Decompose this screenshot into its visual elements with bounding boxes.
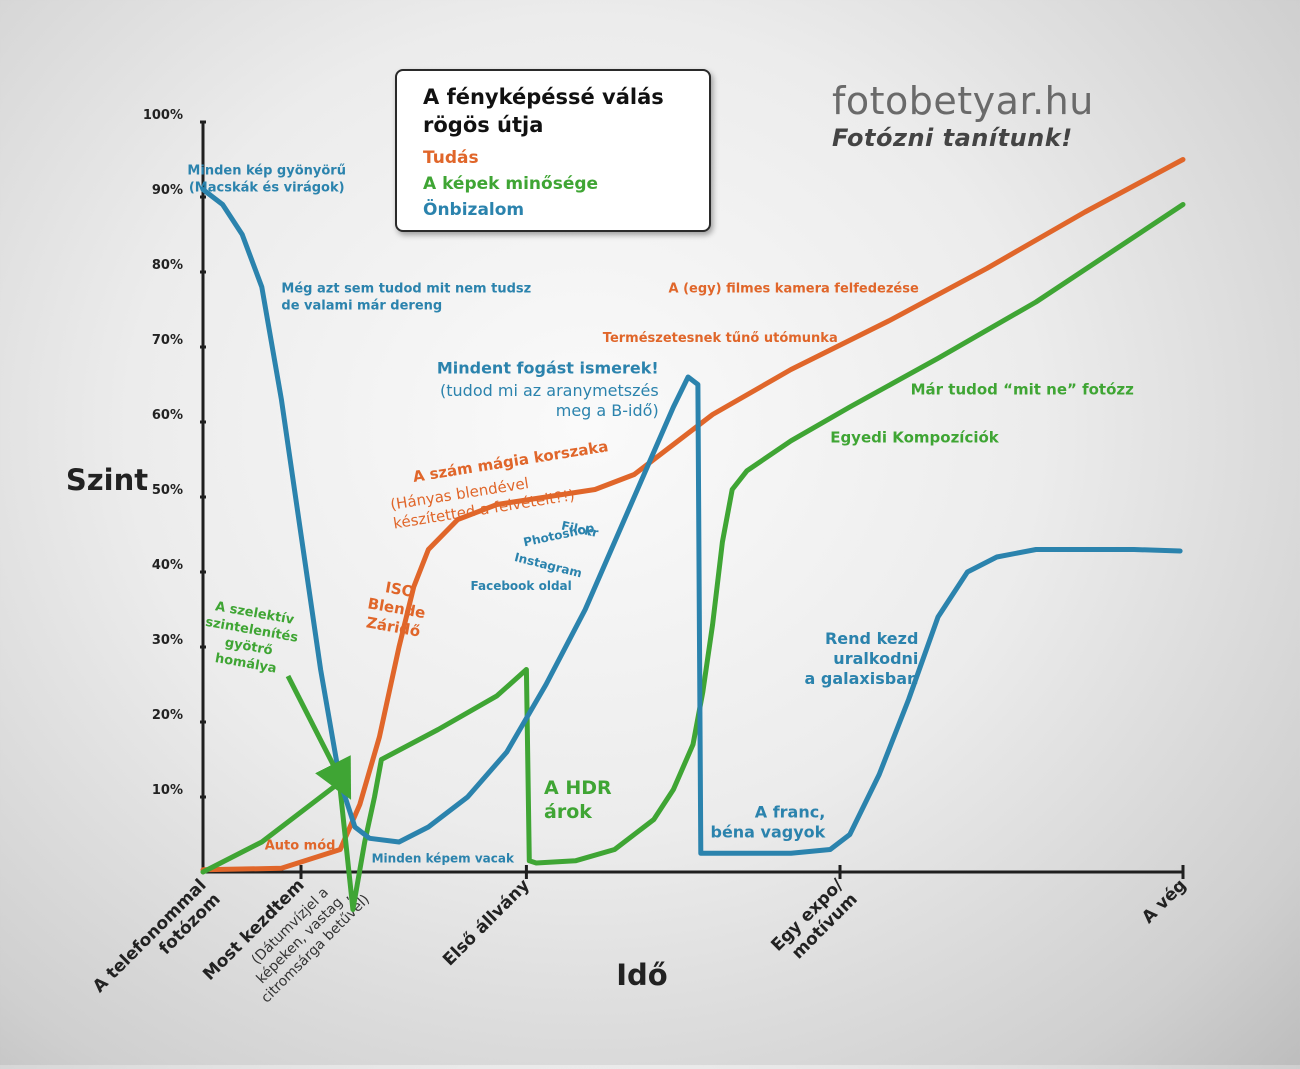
svg-text:Még azt sem tudod mit nem tuds: Még azt sem tudod mit nem tudsz de valami…: [281, 281, 531, 313]
y-tick-label: 50%: [152, 483, 183, 498]
annotation: Mindent fogást ismerek!: [437, 358, 659, 377]
y-tick-label: 80%: [152, 258, 183, 273]
svg-text:Minden kép gyönyörű(Macskák és: Minden kép gyönyörű (Macskák és virágok): [187, 164, 346, 196]
annotation: Photoshop: [522, 521, 596, 550]
annotation: Minden képem vacak: [372, 851, 515, 865]
legend-title: A fényképéssé válás rögös útja: [423, 85, 664, 137]
svg-text:Természetesnek tűnő utómunka: Természetesnek tűnő utómunka: [603, 331, 838, 346]
svg-text:Facebook oldal: Facebook oldal: [471, 579, 572, 593]
annotation: Rend kezd uralkodni a galaxisban: [805, 629, 919, 688]
svg-text:Auto mód: Auto mód: [265, 839, 336, 854]
y-tick-label: 30%: [152, 633, 183, 648]
legend-item: Tudás: [423, 148, 479, 168]
svg-text:Mindent fogást ismerek!: Mindent fogást ismerek!: [437, 358, 659, 377]
x-tick-label: Első állvány: [439, 875, 534, 970]
annotation: Facebook oldal: [471, 579, 572, 593]
svg-text:Már tudod “mit ne” fotózz: Már tudod “mit ne” fotózz: [911, 380, 1135, 398]
annotation: Még azt sem tudod mit nem tudsz de valami…: [281, 281, 531, 313]
x-tick-label: A telefonommalfotózom: [89, 875, 225, 1011]
svg-text:Egyedi Kompozíciók: Egyedi Kompozíciók: [830, 428, 1000, 446]
x-axis-label: Idő: [616, 958, 667, 992]
svg-text:Minden képem vacak: Minden képem vacak: [372, 851, 515, 865]
svg-text:A franc,béna vagyok: A franc, béna vagyok: [710, 802, 825, 841]
series-line-2: [200, 202, 1186, 912]
annotation: A franc, béna vagyok: [710, 802, 825, 841]
y-tick-label: 60%: [152, 408, 183, 423]
brand-slogan: Fotózni tanítunk!: [832, 124, 1073, 152]
annotation: Auto mód: [265, 839, 336, 854]
y-tick-label: 90%: [152, 183, 183, 198]
legend-item: A képek minősége: [423, 174, 599, 194]
series-line-1: [200, 157, 1186, 873]
legend-items: Tudás A képek minősége Önbizalom: [423, 145, 695, 223]
x-tick-label: Most kezdtem(Dátumvízjel aképeken, vasta…: [199, 875, 373, 1006]
brand: fotobetyar.hu Fotózni tanítunk!: [832, 79, 1094, 153]
annotation-arrow: [285, 674, 352, 800]
axes: [201, 122, 1183, 874]
annotations: Minden kép gyönyörű (Macskák és virágok) M…: [187, 164, 1134, 866]
legend: A fényképéssé válás rögös útja Tudás A ké…: [395, 69, 711, 232]
x-tick-label: A vég: [1138, 875, 1190, 927]
annotation: Instagram: [513, 550, 583, 580]
svg-text:A szelektívszintelenítésgyötrő: A szelektívszintelenítésgyötrőhomálya: [198, 598, 302, 679]
brand-site: fotobetyar.hu: [832, 79, 1094, 123]
svg-text:Első állvány: Első állvány: [439, 875, 534, 970]
annotation: A HDR árok: [544, 777, 612, 823]
svg-text:Photoshop: Photoshop: [522, 521, 596, 550]
y-tick-label: 70%: [152, 333, 183, 348]
svg-text:A (egy) filmes kamera felfedez: A (egy) filmes kamera felfedezése: [669, 281, 919, 296]
y-tick-label: 10%: [152, 783, 183, 798]
svg-text:A telefonommalfotózom: A telefonommalfotózom: [89, 875, 225, 1011]
svg-text:Egy expo/motívum: Egy expo/motívum: [767, 875, 862, 970]
series-line-3: [200, 187, 1183, 856]
annotation: Természetesnek tűnő utómunka: [603, 331, 838, 346]
legend-item: Önbizalom: [423, 200, 525, 220]
svg-text:A vég: A vég: [1138, 875, 1190, 927]
annotation: Minden kép gyönyörű (Macskák és virágok): [187, 164, 346, 196]
y-tick-label: 40%: [152, 558, 183, 573]
y-axis-label: Szint: [66, 463, 148, 497]
annotation: A (egy) filmes kamera felfedezése: [669, 281, 919, 296]
annotation: Egyedi Kompozíciók: [830, 428, 1000, 446]
x-tick-label: Egy expo/motívum: [767, 875, 862, 970]
annotation: ISOBlendeZáridő: [363, 576, 430, 641]
svg-text:Instagram: Instagram: [513, 550, 583, 580]
svg-text:ISOBlendeZáridő: ISOBlendeZáridő: [363, 576, 430, 641]
y-tick-label: 20%: [152, 708, 183, 723]
annotation: A szelektívszintelenítésgyötrőhomálya: [198, 598, 302, 679]
annotation: (tudod mi az aranymetszés meg a B-idő): [440, 381, 659, 420]
y-tick-label: 100%: [143, 108, 183, 123]
annotation: Már tudod “mit ne” fotózz: [911, 380, 1135, 398]
series-group: [200, 157, 1186, 912]
